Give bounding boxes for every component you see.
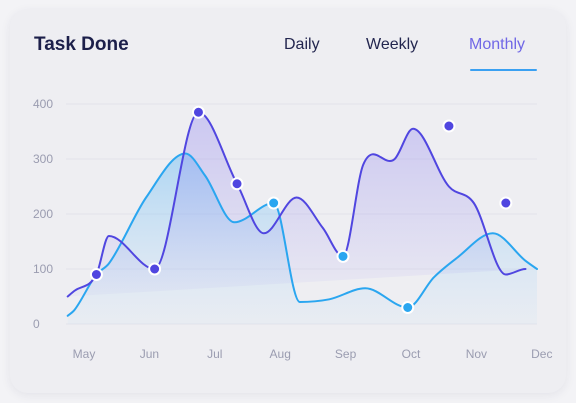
series-area-purple [67,112,526,297]
x-tick-label: Nov [466,347,487,361]
x-tick-label: Aug [270,347,291,361]
x-tick-label: Sep [335,347,357,361]
y-tick-label: 0 [33,317,40,331]
y-tick-label: 400 [33,97,53,111]
series-line-blue [66,152,538,317]
y-tick-label: 300 [33,152,53,166]
data-point-marker-blue [401,301,415,314]
data-point-marker-purple [148,262,162,276]
data-point-marker-purple [442,119,456,133]
tab-daily[interactable]: Daily [284,36,320,53]
y-tick-label: 100 [33,262,53,276]
tab-weekly[interactable]: Weekly [366,36,419,53]
x-tick-label: Oct [402,347,421,361]
x-tick-label: Jul [207,347,222,361]
data-point-marker-purple [191,105,205,119]
x-tick-label: Dec [531,347,552,361]
data-point-marker-blue [267,196,281,210]
active-tab-indicator [470,69,537,71]
tab-monthly[interactable]: Monthly [469,36,526,53]
data-point-marker-purple [499,196,513,210]
data-point-marker-blue [336,249,350,263]
data-point-marker-purple [230,177,244,191]
series-line-purple [66,111,527,298]
data-point-marker-purple [89,268,103,281]
y-tick-label: 200 [33,207,53,221]
x-tick-label: May [73,347,96,361]
x-tick-label: Jun [140,347,159,361]
card-title: Task Done [34,34,129,55]
